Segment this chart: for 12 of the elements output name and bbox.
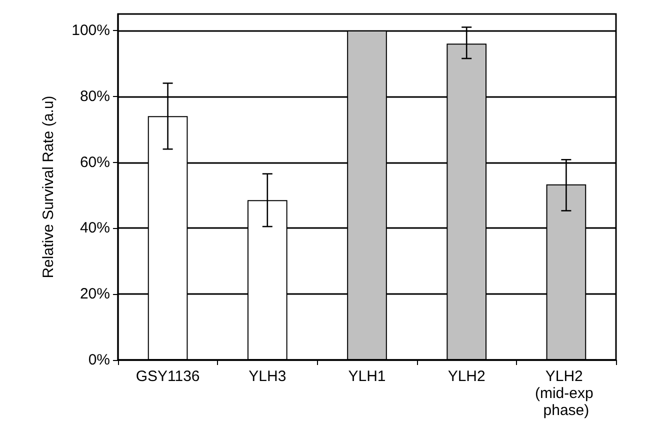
x-tick-label: YLH2 (448, 368, 486, 385)
x-tick-label: YLH2 (mid-exp phase) (534, 368, 598, 419)
x-tick-label: YLH3 (248, 368, 286, 385)
x-tick-label: YLH1 (348, 368, 386, 385)
y-tick-label: 20% (80, 286, 110, 303)
y-tick-label: 80% (80, 88, 110, 105)
y-axis-title: Relative Survival Rate (a.u) (40, 96, 57, 278)
y-tick-label: 100% (72, 22, 110, 39)
y-tick-label: 40% (80, 220, 110, 237)
y-tick-label: 0% (88, 352, 110, 368)
x-tick-label: GSY1136 (136, 368, 200, 385)
y-tick-label: 60% (80, 154, 110, 171)
